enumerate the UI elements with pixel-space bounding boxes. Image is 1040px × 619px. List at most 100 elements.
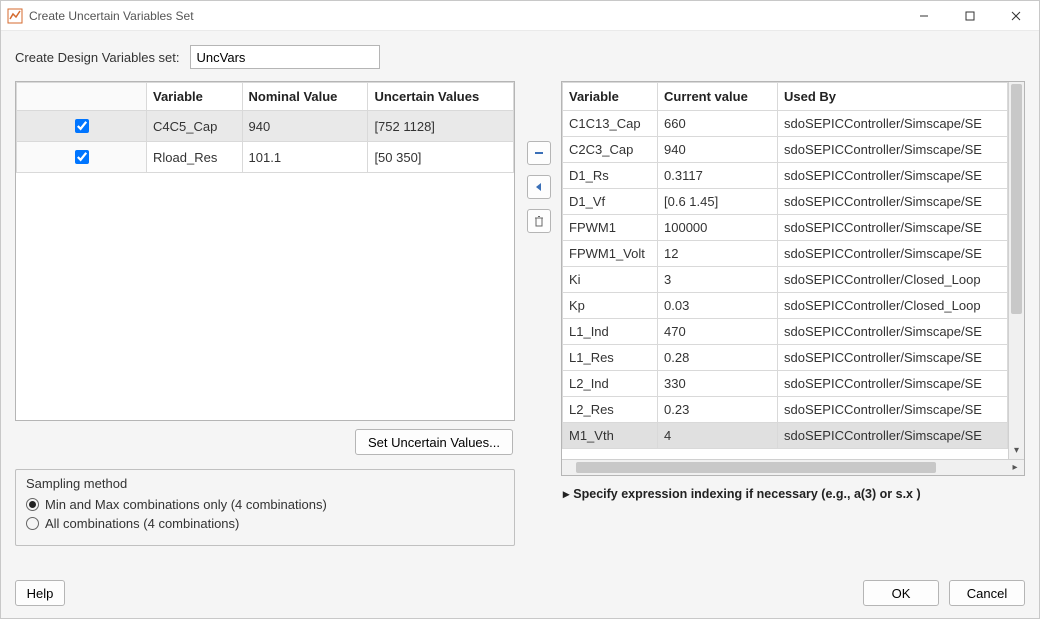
left-col-header[interactable] [17, 83, 147, 111]
indexing-expander[interactable]: ▸ Specify expression indexing if necessa… [561, 486, 1025, 501]
table-row[interactable]: Ki3sdoSEPICController/Closed_Loop [563, 267, 1008, 293]
cell[interactable]: 330 [658, 371, 778, 397]
cell[interactable]: FPWM1 [563, 215, 658, 241]
cell[interactable]: Rload_Res [147, 142, 243, 173]
horizontal-scrollbar[interactable]: ▸ [562, 459, 1024, 475]
right-col-header[interactable]: Used By [778, 83, 1008, 111]
cell[interactable]: 0.3117 [658, 163, 778, 189]
cell[interactable]: sdoSEPICController/Simscape/SE [778, 241, 1008, 267]
cell[interactable]: 940 [242, 111, 368, 142]
table-row[interactable]: Rload_Res101.1[50 350] [17, 142, 514, 173]
cell[interactable]: sdoSEPICController/Simscape/SE [778, 319, 1008, 345]
table-row[interactable]: C4C5_Cap940[752 1128] [17, 111, 514, 142]
table-row[interactable]: M1_Vth4sdoSEPICController/Simscape/SE [563, 423, 1008, 449]
table-row[interactable]: D1_Rs0.3117sdoSEPICController/Simscape/S… [563, 163, 1008, 189]
vertical-scrollbar[interactable]: ▾ [1008, 82, 1024, 459]
cell[interactable]: FPWM1_Volt [563, 241, 658, 267]
cell[interactable]: D1_Rs [563, 163, 658, 189]
table-row[interactable]: L1_Res0.28sdoSEPICController/Simscape/SE [563, 345, 1008, 371]
cell[interactable]: sdoSEPICController/Simscape/SE [778, 423, 1008, 449]
cell[interactable]: 100000 [658, 215, 778, 241]
table-row[interactable]: C2C3_Cap940sdoSEPICController/Simscape/S… [563, 137, 1008, 163]
table-row[interactable]: D1_Vf[0.6 1.45]sdoSEPICController/Simsca… [563, 189, 1008, 215]
cell[interactable]: sdoSEPICController/Simscape/SE [778, 163, 1008, 189]
maximize-button[interactable] [947, 1, 993, 31]
left-col-header[interactable]: Uncertain Values [368, 83, 514, 111]
cell[interactable]: Kp [563, 293, 658, 319]
table-row[interactable]: L2_Res0.23sdoSEPICController/Simscape/SE [563, 397, 1008, 423]
set-name-row: Create Design Variables set: [15, 45, 1025, 69]
cell[interactable]: C4C5_Cap [147, 111, 243, 142]
cell[interactable]: 470 [658, 319, 778, 345]
minimize-button[interactable] [901, 1, 947, 31]
delete-button[interactable] [527, 209, 551, 233]
row-checkbox[interactable] [75, 150, 89, 164]
table-row[interactable]: L1_Ind470sdoSEPICController/Simscape/SE [563, 319, 1008, 345]
app-icon [7, 8, 23, 24]
cell[interactable]: D1_Vf [563, 189, 658, 215]
cell[interactable]: C2C3_Cap [563, 137, 658, 163]
cell[interactable]: Ki [563, 267, 658, 293]
cell[interactable]: sdoSEPICController/Closed_Loop [778, 267, 1008, 293]
cell[interactable]: 4 [658, 423, 778, 449]
cell[interactable]: sdoSEPICController/Simscape/SE [778, 189, 1008, 215]
table-row[interactable]: C1C13_Cap660sdoSEPICController/Simscape/… [563, 111, 1008, 137]
selected-variables-table[interactable]: VariableNominal ValueUncertain Values C4… [15, 81, 515, 421]
move-left-button[interactable] [527, 175, 551, 199]
table-row[interactable]: FPWM1_Volt12sdoSEPICController/Simscape/… [563, 241, 1008, 267]
window-title: Create Uncertain Variables Set [29, 9, 901, 23]
cell[interactable]: 101.1 [242, 142, 368, 173]
sampling-option[interactable]: All combinations (4 combinations) [26, 516, 504, 531]
right-col-header[interactable]: Variable [563, 83, 658, 111]
left-col-header[interactable]: Nominal Value [242, 83, 368, 111]
dialog-footer: Help OK Cancel [1, 570, 1039, 618]
cell[interactable]: M1_Vth [563, 423, 658, 449]
cell[interactable]: sdoSEPICController/Simscape/SE [778, 215, 1008, 241]
cancel-button[interactable]: Cancel [949, 580, 1025, 606]
cell[interactable]: L2_Res [563, 397, 658, 423]
close-button[interactable] [993, 1, 1039, 31]
table-row[interactable]: FPWM1100000sdoSEPICController/Simscape/S… [563, 215, 1008, 241]
right-col-header[interactable]: Current value [658, 83, 778, 111]
cell[interactable]: sdoSEPICController/Simscape/SE [778, 345, 1008, 371]
sampling-legend: Sampling method [26, 476, 504, 491]
remove-variable-button[interactable] [527, 141, 551, 165]
cell[interactable]: sdoSEPICController/Closed_Loop [778, 293, 1008, 319]
cell[interactable]: 3 [658, 267, 778, 293]
cell[interactable]: [752 1128] [368, 111, 514, 142]
table-row[interactable]: L2_Ind330sdoSEPICController/Simscape/SE [563, 371, 1008, 397]
cell[interactable]: C1C13_Cap [563, 111, 658, 137]
cell[interactable]: sdoSEPICController/Simscape/SE [778, 137, 1008, 163]
title-bar: Create Uncertain Variables Set [1, 1, 1039, 31]
sampling-option-label: Min and Max combinations only (4 combina… [45, 497, 327, 512]
ok-button[interactable]: OK [863, 580, 939, 606]
cell[interactable]: L1_Res [563, 345, 658, 371]
cell[interactable]: 12 [658, 241, 778, 267]
radio-icon[interactable] [26, 498, 39, 511]
radio-icon[interactable] [26, 517, 39, 530]
cell[interactable]: L1_Ind [563, 319, 658, 345]
cell[interactable]: [50 350] [368, 142, 514, 173]
cell[interactable]: 0.03 [658, 293, 778, 319]
cell[interactable]: [0.6 1.45] [658, 189, 778, 215]
cell[interactable]: 0.23 [658, 397, 778, 423]
row-checkbox[interactable] [75, 119, 89, 133]
cell[interactable]: 0.28 [658, 345, 778, 371]
cell[interactable]: sdoSEPICController/Simscape/SE [778, 111, 1008, 137]
cell[interactable]: L2_Ind [563, 371, 658, 397]
available-variables-table[interactable]: VariableCurrent valueUsed By C1C13_Cap66… [561, 81, 1025, 476]
help-button[interactable]: Help [15, 580, 65, 606]
left-col-header[interactable]: Variable [147, 83, 243, 111]
table-row[interactable]: Kp0.03sdoSEPICController/Closed_Loop [563, 293, 1008, 319]
cell[interactable]: 660 [658, 111, 778, 137]
cell[interactable]: sdoSEPICController/Simscape/SE [778, 371, 1008, 397]
cell[interactable]: 940 [658, 137, 778, 163]
set-name-input[interactable] [190, 45, 380, 69]
content-area: Create Design Variables set: VariableNom… [1, 31, 1039, 570]
indexing-expander-label: Specify expression indexing if necessary… [573, 487, 920, 501]
chevron-right-icon: ▸ [563, 486, 569, 501]
cell[interactable]: sdoSEPICController/Simscape/SE [778, 397, 1008, 423]
sampling-option[interactable]: Min and Max combinations only (4 combina… [26, 497, 504, 512]
set-uncertain-values-button[interactable]: Set Uncertain Values... [355, 429, 513, 455]
dialog-window: Create Uncertain Variables Set Create De… [0, 0, 1040, 619]
